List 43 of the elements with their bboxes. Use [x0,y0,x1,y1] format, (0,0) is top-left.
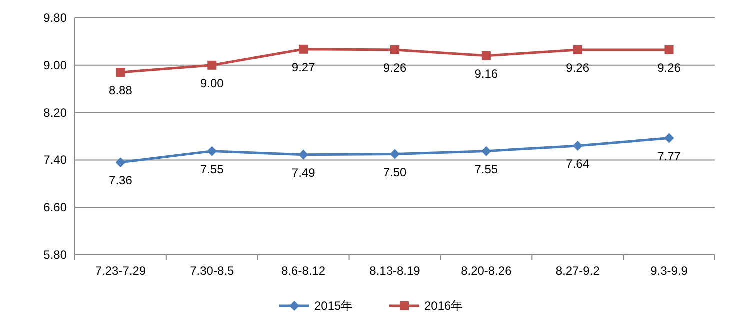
data-label: 9.27 [292,60,316,74]
x-tick-label: 8.13-8.19 [370,264,421,278]
point [116,158,126,168]
data-label: 9.00 [200,76,224,90]
y-tick-label: 7.40 [44,153,68,168]
point [664,45,674,54]
point [116,68,126,78]
data-label: 9.26 [658,60,682,75]
x-tick-label: 7.30-8.5 [190,264,234,278]
point [573,45,582,54]
data-label: 9.26 [566,60,590,75]
data-label: 7.49 [292,166,316,180]
legend-label: 2015年 [314,299,354,313]
data-label: 7.36 [109,174,133,188]
data-label: 7.50 [383,165,407,180]
data-label: 8.88 [109,84,133,98]
point [390,45,400,54]
point [664,133,674,144]
data-label: 7.77 [658,149,682,164]
legend-label: 2016年 [424,299,464,313]
point [208,60,217,70]
y-tick-label: 5.80 [44,248,68,262]
x-tick-label: 7.23-7.29 [95,264,146,278]
point [482,51,491,60]
point [207,146,218,156]
point [481,146,492,156]
x-tick-label: 8.20-8.26 [461,264,512,278]
point [299,44,308,54]
x-tick-label: 8.27-9.2 [556,264,600,278]
point [390,149,400,160]
y-tick-label: 9.80 [44,11,68,25]
y-tick-label: 6.60 [44,200,68,215]
y-tick-label: 8.20 [44,106,68,120]
x-tick-label: 8.6-8.12 [282,264,326,278]
data-label: 7.55 [474,162,498,176]
x-tick-label: 9.3-9.9 [650,264,688,278]
data-label: 7.55 [200,162,224,176]
data-label: 9.26 [383,60,407,75]
data-label: 7.64 [566,156,590,171]
data-label: 9.16 [474,66,498,81]
point [298,150,309,160]
point [572,140,583,151]
y-tick-label: 9.00 [44,58,68,72]
